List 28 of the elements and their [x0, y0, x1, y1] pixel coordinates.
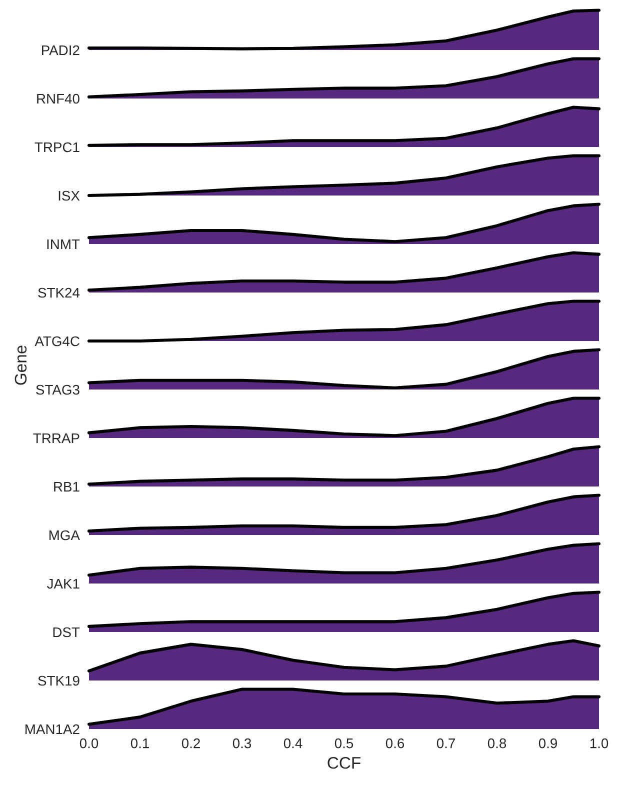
series-label: PADI2 — [42, 45, 80, 56]
series-label: STAG3 — [36, 384, 80, 395]
x-tick-label: 0.8 — [488, 738, 506, 748]
x-tick-label: 0.1 — [130, 738, 149, 748]
x-axis-title: CCF — [328, 756, 360, 769]
series-label: TRPC1 — [34, 142, 80, 152]
x-tick-label: 0.9 — [538, 738, 557, 748]
series-label: ISX — [58, 190, 80, 201]
series-label: JAK1 — [46, 578, 80, 589]
x-tick-label: 0.3 — [232, 738, 252, 748]
x-tick-label: 0.5 — [334, 738, 354, 748]
series-label: ATG4C — [34, 336, 80, 346]
x-tick-label: 0.0 — [80, 738, 98, 748]
series-label: MAN1A2 — [26, 724, 80, 734]
series-label: TRRAP — [33, 433, 80, 444]
series-label: MGA — [49, 530, 80, 540]
series-label: STK24 — [38, 288, 80, 298]
series-label: INMT — [47, 239, 80, 250]
series-label: RB1 — [54, 482, 80, 492]
x-tick-label: 0.4 — [284, 738, 302, 748]
x-tick-label: 0.7 — [436, 738, 455, 748]
series-label: DST — [53, 627, 80, 638]
x-tick-label: 0.6 — [386, 738, 404, 748]
series-label: STK19 — [38, 676, 80, 686]
x-tick-label: 0.2 — [182, 738, 200, 748]
x-tick-label: 1.0 — [590, 738, 608, 748]
series-label: RNF40 — [37, 94, 80, 104]
y-axis-title: Gene — [14, 346, 27, 385]
